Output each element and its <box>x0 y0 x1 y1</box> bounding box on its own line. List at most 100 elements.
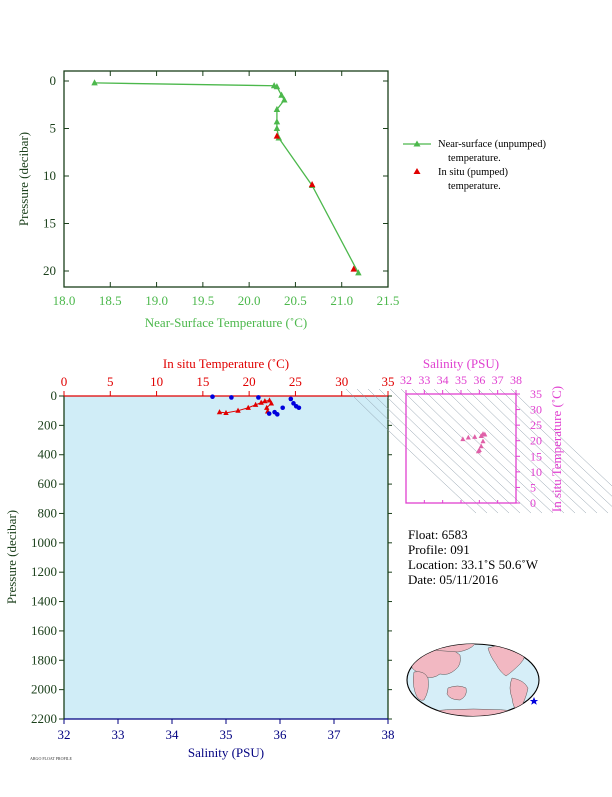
temperature-point <box>268 400 275 406</box>
land-africa <box>412 671 429 701</box>
temperature-tick-label: 25 <box>289 374 302 389</box>
ts-y-tick-label: 25 <box>530 418 542 432</box>
temperature-point <box>245 404 251 410</box>
land-greenland <box>521 645 534 654</box>
temperature-point <box>258 399 264 405</box>
density-contour <box>411 388 543 514</box>
density-contour <box>510 388 612 487</box>
density-contour <box>400 388 532 514</box>
salinity-tick-label: 35 <box>220 727 233 742</box>
x-tick-label: 20.0 <box>238 293 261 308</box>
pressure-tick-label: 2200 <box>31 711 57 726</box>
y-tick-label: 5 <box>50 121 57 136</box>
density-contour <box>455 388 587 514</box>
pressure-tick-label: 1000 <box>31 535 57 550</box>
legend-unpumped-label: Near-surface (unpumped) temperature. <box>438 139 549 164</box>
unpumped-point <box>278 91 285 98</box>
ts-point <box>478 433 484 439</box>
density-contour <box>367 388 499 514</box>
unpumped-point <box>273 83 281 90</box>
pressure-tick-label: 600 <box>38 476 58 491</box>
profile-number: Profile: 091 <box>408 542 470 557</box>
x-tick-label: 19.5 <box>191 293 214 308</box>
near-surface-series <box>91 79 362 276</box>
pressure-tick-label: 800 <box>38 505 58 520</box>
y-tick-label: 20 <box>43 263 56 278</box>
ts-point <box>472 434 478 439</box>
density-contour <box>433 388 565 514</box>
pressure-tick-label: 1200 <box>31 564 57 579</box>
ts-point <box>482 431 488 437</box>
float-location-marker <box>529 697 539 705</box>
ts-density-contours <box>345 388 612 514</box>
density-contour <box>345 388 477 514</box>
x-tick-label: 18.5 <box>99 293 122 308</box>
ts-x-tick-label: 35 <box>455 373 467 387</box>
salinity-point <box>296 405 302 411</box>
profile-y-label: Pressure (decibar) <box>4 510 19 604</box>
near-surface-plot-frame <box>63 70 389 288</box>
profile-date: Date: 05/11/2016 <box>408 572 499 587</box>
density-contour <box>378 388 510 514</box>
profile-chart: 0 5 10 15 20 25 30 35 32 33 34 35 36 37 38 0 200 400 600… <box>4 356 395 760</box>
land-antarctica <box>419 708 529 716</box>
unpumped-point <box>273 105 281 113</box>
pressure-axis-ticks: 0 200 400 600 800 1000 1200 1400 1600 1800 2000 220… <box>31 388 392 726</box>
float-location: Location: 33.1˚S 50.6˚W <box>408 557 538 572</box>
ts-point <box>480 438 486 444</box>
ts-x-tick-label: 32 <box>400 373 412 387</box>
temperature-axis-ticks: 0 5 10 15 20 25 30 35 <box>61 374 395 396</box>
ts-x-tick-label: 37 <box>492 373 504 387</box>
legend-pumped-label: In situ (pumped) temperature. <box>438 167 511 192</box>
x-tick-label: 19.0 <box>145 293 168 308</box>
ts-series <box>460 431 488 454</box>
x-tick-label: 20.5 <box>284 293 307 308</box>
ts-point <box>460 436 466 442</box>
density-contour <box>488 388 612 507</box>
ts-y-tick-label: 0 <box>530 496 536 510</box>
footer-note: ARGO FLOAT PROFILE <box>30 756 72 761</box>
salinity-point <box>229 395 234 400</box>
pressure-tick-label: 0 <box>51 388 58 403</box>
density-contour <box>499 388 612 497</box>
salinity-point <box>280 405 286 411</box>
salinity-tick-label: 34 <box>166 727 180 742</box>
ts-x-tick-label: 38 <box>510 373 522 387</box>
near-surface-y-ticks: 0 5 10 15 20 <box>43 73 388 278</box>
near-surface-chart: 18.0 18.5 19.0 19.5 20.0 20.5 21.0 21.5 0 5 10 15 2… <box>16 70 549 330</box>
salinity-tick-label: 38 <box>382 727 395 742</box>
y-tick-label: 10 <box>43 168 56 183</box>
density-contour <box>389 388 521 514</box>
temperature-tick-label: 30 <box>335 374 348 389</box>
y-tick-label: 15 <box>43 216 56 231</box>
near-surface-legend: Near-surface (unpumped) temperature. In … <box>403 139 549 192</box>
salinity-tick-label: 33 <box>112 727 125 742</box>
ts-title: Salinity (PSU) <box>423 356 499 371</box>
land-australia <box>446 685 467 701</box>
pressure-tick-label: 1400 <box>31 594 57 609</box>
density-contour <box>444 388 576 514</box>
profile-plot-area <box>64 396 388 719</box>
ts-y-tick-label: 35 <box>530 387 542 401</box>
location-map <box>406 643 540 717</box>
pressure-tick-label: 200 <box>38 417 58 432</box>
density-contour <box>356 388 488 514</box>
near-surface-y-label: Pressure (decibar) <box>16 132 31 226</box>
ts-point <box>465 434 471 440</box>
x-tick-label: 21.0 <box>330 293 353 308</box>
float-id: Float: 6583 <box>408 527 468 542</box>
salinity-point <box>288 396 294 402</box>
near-surface-x-label: Near-Surface Temperature (˚C) <box>145 315 307 330</box>
temperature-tick-label: 0 <box>61 374 68 389</box>
legend-unpumped-marker <box>413 140 421 147</box>
y-tick-label: 0 <box>50 73 57 88</box>
ts-x-tick-label: 33 <box>418 373 430 387</box>
salinity-tick-label: 32 <box>58 727 71 742</box>
salinity-point <box>291 401 296 406</box>
temperature-point <box>262 398 268 404</box>
salinity-axis-title: Salinity (PSU) <box>188 745 264 760</box>
temperature-point <box>216 409 223 415</box>
temperature-point <box>252 401 259 407</box>
salinity-point <box>210 394 215 400</box>
